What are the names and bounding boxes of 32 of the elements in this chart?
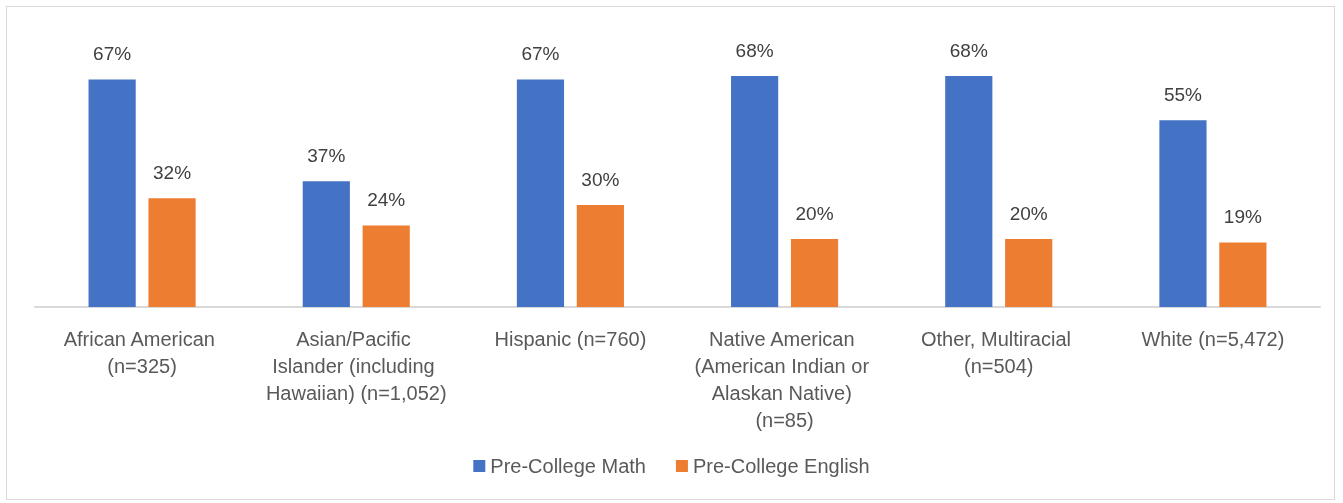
data-label: 37% — [307, 145, 346, 167]
bar — [302, 181, 350, 307]
bar — [731, 76, 779, 307]
data-label: 68% — [949, 40, 988, 61]
x-tick-label: Native American (American Indian or Alaskan Native) (n=85) — [694, 327, 875, 431]
data-label: 67% — [521, 43, 560, 65]
x-tick-label: Asian/Pacific Islander (including Hawaiian) (n=1,052) — [265, 327, 447, 404]
data-label: 30% — [581, 169, 620, 191]
x-tick-label: White (n=5,472) — [1141, 327, 1285, 350]
bar — [1005, 239, 1053, 307]
data-label: 55% — [1163, 84, 1203, 106]
x-tick-label: African American (n=325) — [63, 327, 221, 377]
data-label: 20% — [1009, 203, 1048, 225]
bar — [1159, 120, 1207, 307]
legend-label: Pre-College English — [692, 455, 870, 477]
x-tick-label: Hispanic (n=760) — [494, 327, 647, 350]
bar — [516, 79, 565, 307]
bar — [576, 205, 624, 307]
bar — [362, 225, 410, 307]
bar — [148, 198, 196, 307]
bar — [945, 76, 993, 307]
bar — [88, 79, 136, 307]
x-tick-label: Other, Multiracial (n=504) — [920, 327, 1077, 377]
data-label: 19% — [1223, 206, 1262, 228]
data-label: 67% — [93, 43, 132, 65]
data-label: 32% — [153, 162, 192, 184]
data-label: 20% — [795, 203, 834, 225]
data-label: 24% — [367, 189, 406, 211]
legend-label: Pre-College Math — [490, 455, 646, 477]
bar — [1219, 242, 1267, 307]
bar — [790, 239, 839, 307]
data-label: 68% — [735, 40, 774, 61]
